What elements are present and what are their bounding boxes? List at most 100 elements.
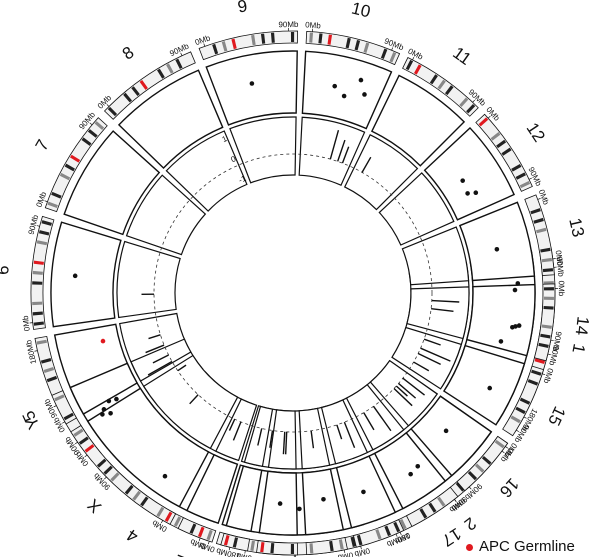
copy-number-bar	[398, 382, 417, 399]
copy-number-bar	[228, 418, 236, 431]
variant-point	[108, 410, 113, 416]
copy-number-bar	[337, 139, 346, 162]
variant-point	[72, 273, 78, 279]
cytoband	[32, 301, 43, 306]
copy-number-bar	[417, 352, 441, 366]
zero-line	[153, 153, 433, 433]
ideogram-band	[456, 435, 509, 492]
copy-number-bar	[431, 299, 460, 303]
cytoband	[534, 358, 546, 364]
cytoband	[405, 59, 414, 71]
cytoband	[543, 305, 554, 310]
scatter-sector	[69, 362, 139, 415]
cytoband	[250, 540, 255, 551]
cytoband	[232, 537, 239, 548]
chromosome-label: X	[84, 495, 105, 517]
bar-sector	[116, 240, 181, 319]
chromosome-label: 22	[172, 550, 197, 557]
copy-number-bar	[145, 344, 165, 354]
mb-tick	[542, 373, 546, 376]
cytoband	[84, 444, 95, 453]
mb-tick-label: 0Mb	[353, 546, 371, 557]
mb-tick	[412, 57, 415, 61]
cytoband	[354, 39, 361, 51]
cytoband	[494, 439, 505, 449]
copy-number-bar	[420, 347, 451, 362]
mb-tick-label: 0Mb	[21, 315, 32, 332]
chromosome-label: 8	[119, 43, 138, 64]
copy-number-bar	[257, 428, 263, 446]
variant-point	[487, 385, 493, 391]
scatter-sector	[185, 453, 239, 525]
chromosome-label: 4	[123, 525, 141, 546]
cytoband	[444, 85, 454, 96]
cytoband	[380, 48, 388, 59]
scatter-sector	[301, 50, 393, 130]
cytoband	[38, 230, 50, 236]
mb-tick-label: 90Mb	[555, 256, 566, 277]
copy-number-bar	[361, 156, 372, 173]
copy-number-bar	[310, 430, 315, 449]
cytoband	[530, 208, 541, 215]
cytoband	[329, 540, 334, 552]
cytoband	[519, 397, 531, 405]
copy-number-bar	[343, 421, 356, 448]
cytoband	[107, 106, 118, 117]
variant-point	[443, 428, 449, 434]
cytoband	[428, 502, 437, 513]
mb-tick	[228, 547, 231, 551]
cytoband	[36, 339, 47, 345]
mb-tick	[523, 416, 527, 419]
mb-tick	[106, 104, 110, 107]
variant-point	[101, 407, 107, 412]
cytoband	[156, 506, 165, 518]
cytoband	[189, 523, 197, 534]
cytoband	[33, 321, 44, 326]
cytoband	[393, 521, 401, 533]
mb-tick	[203, 43, 206, 47]
cytoband	[73, 428, 84, 437]
mb-tick	[34, 350, 38, 352]
cytoband	[338, 539, 344, 550]
cytoband	[124, 484, 134, 495]
cytoband	[375, 529, 382, 540]
mb-tick	[516, 429, 519, 432]
cytoband	[231, 38, 237, 50]
variant-point	[408, 471, 413, 477]
cytoband	[309, 32, 314, 43]
cytoband	[350, 536, 356, 548]
cytoband	[490, 132, 501, 141]
cytoband	[510, 415, 521, 424]
variant-point	[100, 412, 105, 417]
cytoband	[197, 526, 205, 538]
scatter-sector	[466, 283, 536, 357]
mb-tick-label: 90Mb	[278, 20, 299, 29]
mb-tick	[198, 537, 201, 541]
chromosome-label: 13	[565, 216, 588, 239]
cytoband	[64, 163, 75, 172]
variant-point	[494, 246, 500, 252]
cytoband	[36, 240, 48, 246]
mb-tick	[180, 52, 183, 56]
variant-point	[498, 339, 504, 344]
cytoband	[40, 357, 52, 364]
cytoband	[110, 472, 120, 482]
variant-point	[415, 463, 421, 469]
cytoband	[542, 268, 554, 273]
bar-sector	[165, 130, 248, 212]
bar-sector	[320, 399, 369, 465]
scatter-sector	[117, 69, 224, 169]
cytoband	[356, 534, 363, 546]
cytoband	[543, 296, 554, 301]
copy-number-bar	[336, 424, 343, 440]
scatter-sector	[458, 201, 536, 282]
apc-germline-point	[100, 338, 106, 344]
scatter-sector	[205, 50, 298, 126]
copy-number-bar	[329, 130, 340, 160]
cytoband	[173, 516, 182, 527]
cytoband	[87, 129, 98, 138]
scatter-sector	[410, 395, 493, 477]
cytoband	[139, 79, 148, 90]
copy-number-bar	[363, 412, 375, 431]
